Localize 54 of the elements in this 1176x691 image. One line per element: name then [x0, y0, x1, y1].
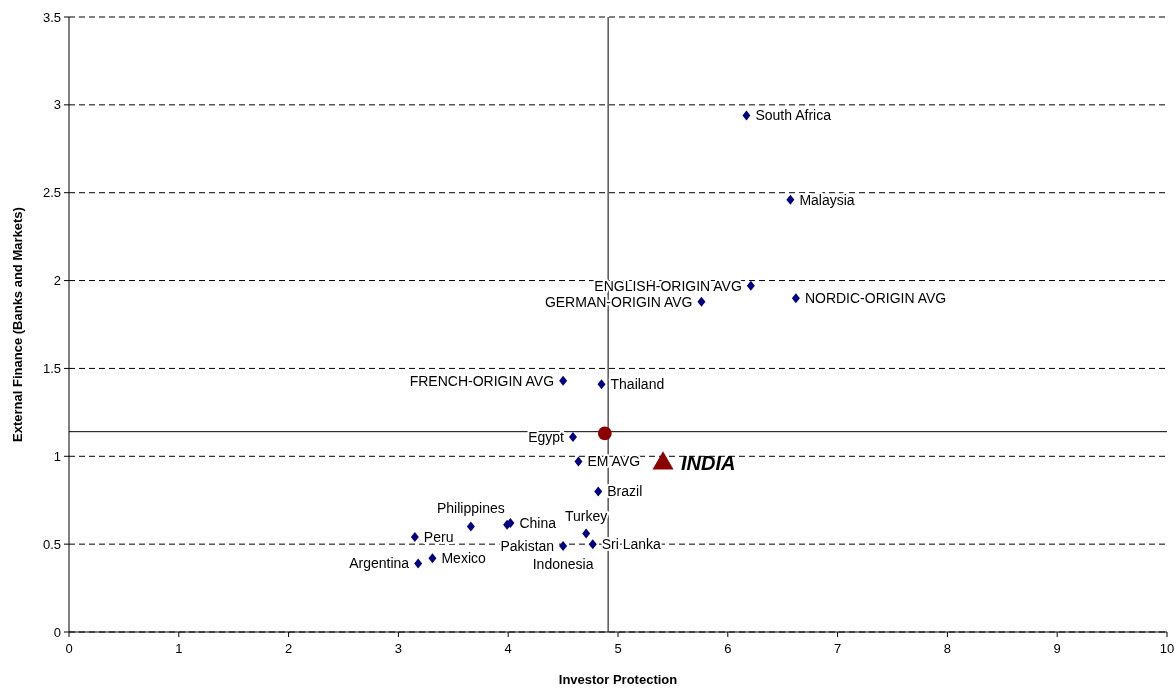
x-tick-label: 0: [65, 641, 73, 656]
annotation: Peru: [423, 529, 454, 546]
y-tick-label: 3.5: [42, 9, 61, 25]
x-tick-label: 1: [175, 641, 183, 656]
x-axis-title: Investor Protection: [558, 672, 678, 687]
y-tick-label: 1: [53, 448, 61, 464]
x-tick-label: 4: [504, 641, 512, 656]
y-tick-label: 2.5: [42, 185, 61, 201]
y-axis-title: External Finance (Banks and Markets): [10, 207, 25, 442]
point: [574, 456, 583, 467]
point: [559, 375, 568, 386]
y-tick-label: 0.5: [42, 536, 61, 552]
point: [410, 532, 419, 543]
point: [697, 296, 706, 307]
y-tick-label: 1.5: [42, 360, 61, 376]
annotation: China: [519, 514, 557, 531]
point: [786, 194, 795, 205]
point: [559, 540, 568, 551]
annotation: Mexico: [441, 550, 486, 567]
series-label: INDIA: [681, 452, 736, 475]
point: [414, 558, 423, 569]
point: [588, 539, 597, 550]
y-tick-label: 3: [53, 97, 61, 113]
x-tick-label: 2: [284, 641, 293, 656]
x-tick-label: 6: [724, 641, 732, 656]
annotation: NORDIC-ORIGIN AVG: [804, 290, 947, 307]
annotation: South Africa: [755, 107, 832, 124]
point: [594, 486, 603, 497]
y-tick-label: 2: [53, 273, 61, 289]
point: [791, 293, 800, 304]
annotation: EM AVG: [587, 453, 641, 470]
point: [597, 426, 612, 441]
point: [746, 280, 755, 291]
point: [582, 528, 591, 539]
annotation: Argentina: [349, 555, 410, 572]
point: [742, 110, 751, 121]
annotation: Thailand: [610, 376, 665, 393]
point: [466, 521, 475, 532]
annotation: FRENCH-ORIGIN AVG: [409, 372, 555, 389]
point: [597, 379, 606, 390]
x-tick-label: 3: [394, 641, 403, 656]
x-tick-label: 10: [1159, 641, 1175, 656]
point: [428, 553, 437, 564]
x-tick-label: 7: [833, 641, 842, 656]
annotation: Philippines: [437, 500, 505, 517]
x-tick-label: 5: [614, 641, 622, 656]
x-tick-label: 8: [943, 641, 952, 656]
annotation: Turkey: [565, 507, 608, 524]
annotation: Egypt: [528, 428, 565, 445]
annotation: Malaysia: [799, 191, 855, 208]
point: [568, 431, 577, 442]
y-tick-label: 0: [53, 624, 61, 640]
annotation: Indonesia: [532, 555, 594, 572]
x-tick-label: 9: [1053, 641, 1061, 656]
